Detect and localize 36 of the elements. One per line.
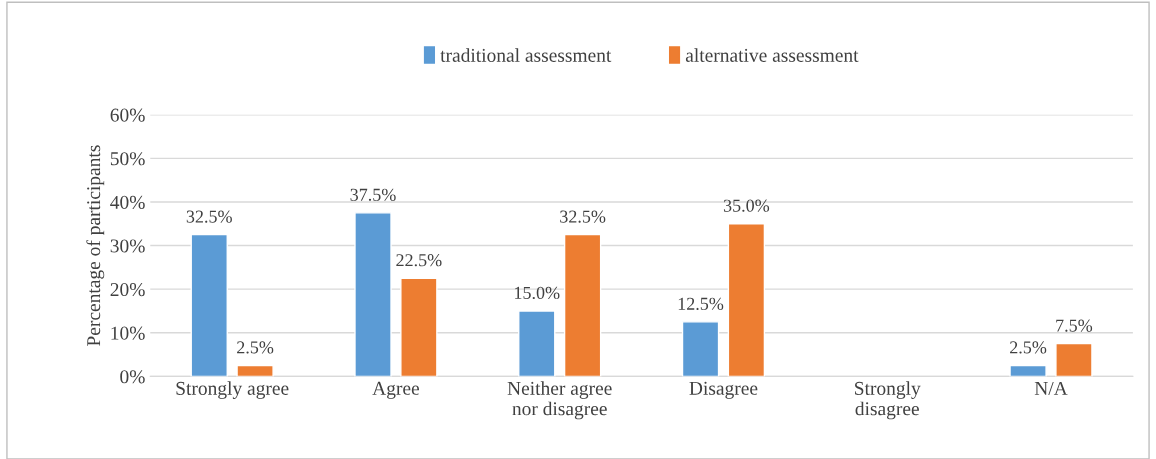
y-tick-label: 30% xyxy=(110,239,145,253)
x-tick-label: Agree xyxy=(372,381,420,399)
data-label: 37.5% xyxy=(350,188,396,201)
bar xyxy=(563,233,602,377)
data-label: 22.5% xyxy=(396,254,442,267)
legend-label: alternative assessment xyxy=(685,48,859,62)
x-tick-label: Strongly agree xyxy=(176,381,289,399)
bar xyxy=(1055,342,1093,377)
y-tick-label: 40% xyxy=(110,195,145,209)
bar xyxy=(1009,364,1047,377)
x-tick-label: N/A xyxy=(1034,381,1068,395)
y-tick-label: 60% xyxy=(110,108,145,122)
y-tick-label: 10% xyxy=(111,326,145,340)
data-label: 35.0% xyxy=(723,199,770,212)
x-tick-label: Strongly disagree xyxy=(855,381,921,420)
bar xyxy=(236,364,274,377)
data-label: 32.5% xyxy=(186,210,232,223)
data-label: 12.5% xyxy=(678,297,724,310)
bar xyxy=(518,310,556,377)
bar xyxy=(400,277,438,377)
bar xyxy=(727,223,766,377)
bar xyxy=(681,321,720,377)
y-tick-label: 0% xyxy=(120,370,145,384)
x-tick-label: Disagree xyxy=(689,381,758,399)
bar xyxy=(190,233,228,377)
data-label: 2.5% xyxy=(1010,341,1047,354)
data-label: 2.5% xyxy=(237,341,274,354)
data-label: 32.5% xyxy=(560,210,606,223)
bar xyxy=(354,212,392,377)
data-label: 7.5% xyxy=(1056,319,1093,332)
x-tick-label: Neither agree nor disagree xyxy=(507,381,612,420)
y-tick-label: 50% xyxy=(110,152,145,166)
legend-label: traditional assessment xyxy=(440,48,612,62)
data-label: 15.0% xyxy=(515,286,560,300)
y-tick-label: 20% xyxy=(110,282,145,297)
y-axis-title: Percentage of participants xyxy=(86,145,105,346)
